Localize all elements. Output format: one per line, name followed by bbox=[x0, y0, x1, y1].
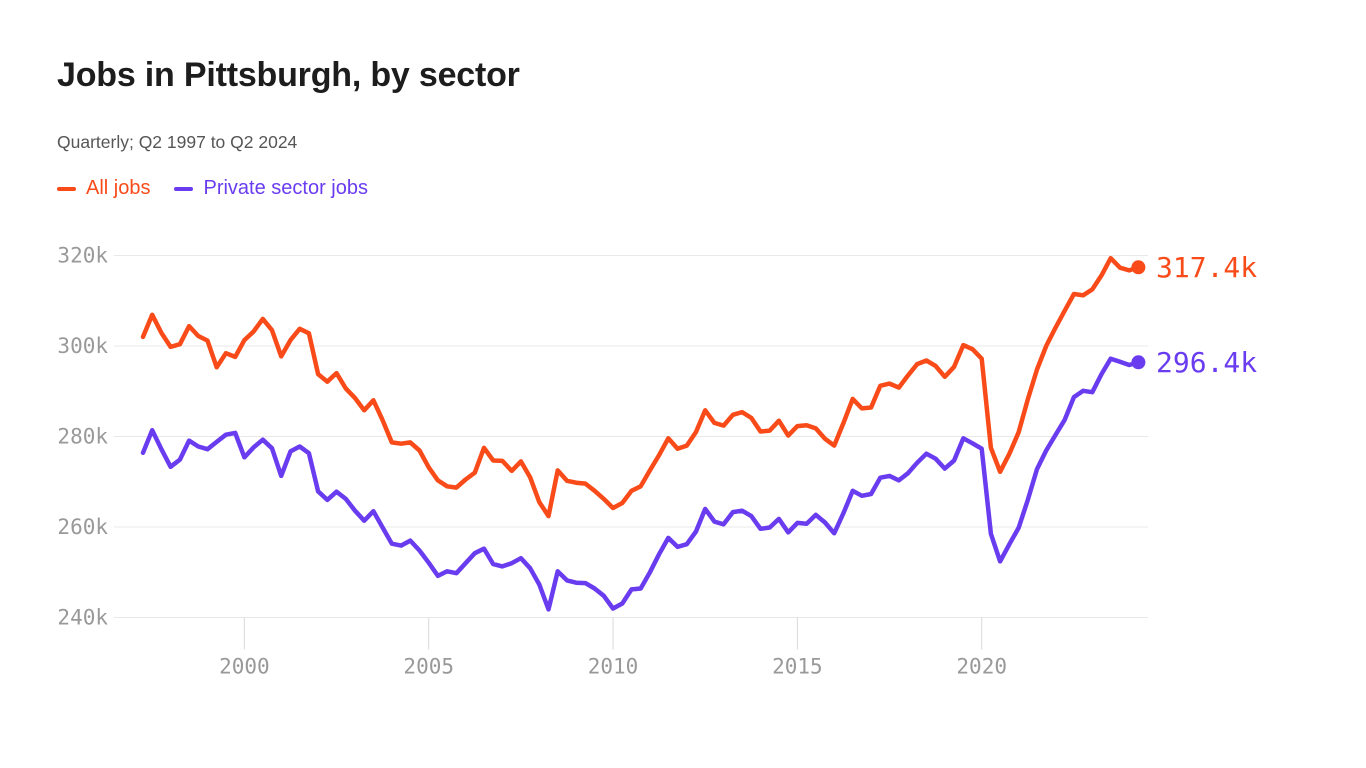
y-axis-label-280k: 280k bbox=[57, 425, 108, 449]
all-jobs-legend-label: All jobs bbox=[86, 177, 151, 199]
y-axis-label-300k: 300k bbox=[57, 334, 108, 358]
x-axis-label-2015: 2015 bbox=[772, 655, 823, 679]
all-jobs-swatch bbox=[57, 186, 76, 191]
all-jobs-end-dot[interactable] bbox=[1131, 260, 1146, 275]
private-jobs-legend-label: Private sector jobs bbox=[203, 177, 368, 199]
x-axis-label-2000: 2000 bbox=[219, 655, 270, 679]
private-sector-jobs-end-label: 296.4k bbox=[1156, 346, 1257, 379]
chart-title: Jobs in Pittsburgh, by sector bbox=[57, 56, 520, 94]
legend: All jobs Private sector jobs bbox=[57, 177, 368, 200]
legend-item-all-jobs: All jobs bbox=[57, 177, 150, 200]
private-jobs-swatch bbox=[174, 186, 194, 191]
private-sector-jobs-line[interactable] bbox=[140, 356, 1141, 612]
x-axis-label-2020: 2020 bbox=[956, 655, 1007, 679]
y-axis-label-260k: 260k bbox=[57, 515, 108, 539]
chart-subtitle: Quarterly; Q2 1997 to Q2 2024 bbox=[57, 132, 298, 152]
y-axis-label-240k: 240k bbox=[57, 606, 108, 630]
x-axis-label-2005: 2005 bbox=[403, 655, 454, 679]
all-jobs-end-label: 317.4k bbox=[1156, 251, 1257, 284]
private-sector-jobs-end-dot[interactable] bbox=[1131, 355, 1146, 370]
legend-item-private-jobs: Private sector jobs bbox=[174, 177, 368, 200]
x-axis-label-2010: 2010 bbox=[588, 655, 639, 679]
all-jobs-line[interactable] bbox=[140, 255, 1141, 519]
y-axis-label-320k: 320k bbox=[57, 244, 108, 268]
